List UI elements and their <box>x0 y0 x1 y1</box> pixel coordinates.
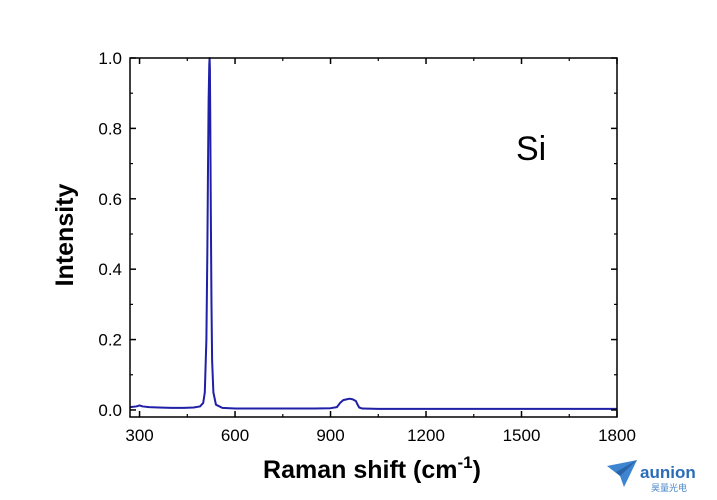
y-tick-label: 0.2 <box>98 331 122 350</box>
series-line-0 <box>129 57 617 410</box>
x-tick-label: 1800 <box>598 426 636 445</box>
y-axis-ticks: 0.0 0.2 0.4 0.6 0.8 1.0 <box>98 49 617 420</box>
x-tick-label: 1200 <box>407 426 445 445</box>
x-tick-label: 900 <box>316 426 344 445</box>
y-tick-label: 0.8 <box>98 119 122 138</box>
x-axis-title-main: Raman shift (cm <box>263 456 457 484</box>
x-tick-label: 1500 <box>503 426 541 445</box>
x-axis-ticks: 300 600 900 1200 1500 1800 <box>125 58 636 445</box>
y-tick-label: 0.4 <box>98 260 122 279</box>
x-axis-title-superscript: -1 <box>458 453 473 472</box>
chart-annotation-si: Si <box>516 130 546 168</box>
watermark-brand: aunion <box>640 463 696 482</box>
x-tick-label: 300 <box>125 426 153 445</box>
x-axis-title-close: ) <box>473 456 481 484</box>
y-tick-label: 0.0 <box>98 401 122 420</box>
y-tick-label: 1.0 <box>98 49 122 68</box>
watermark-sub: 昊量光电 <box>651 482 687 493</box>
x-tick-label: 600 <box>221 426 249 445</box>
x-axis-title: Raman shift (cm-1) <box>263 453 481 484</box>
plot-area <box>129 57 618 418</box>
y-axis-title: Intensity <box>51 184 79 287</box>
watermark-logo: aunion 昊量光电 <box>607 460 696 493</box>
plot-frame <box>129 57 618 418</box>
paper-plane-fold <box>616 460 637 476</box>
y-tick-label: 0.6 <box>98 190 122 209</box>
